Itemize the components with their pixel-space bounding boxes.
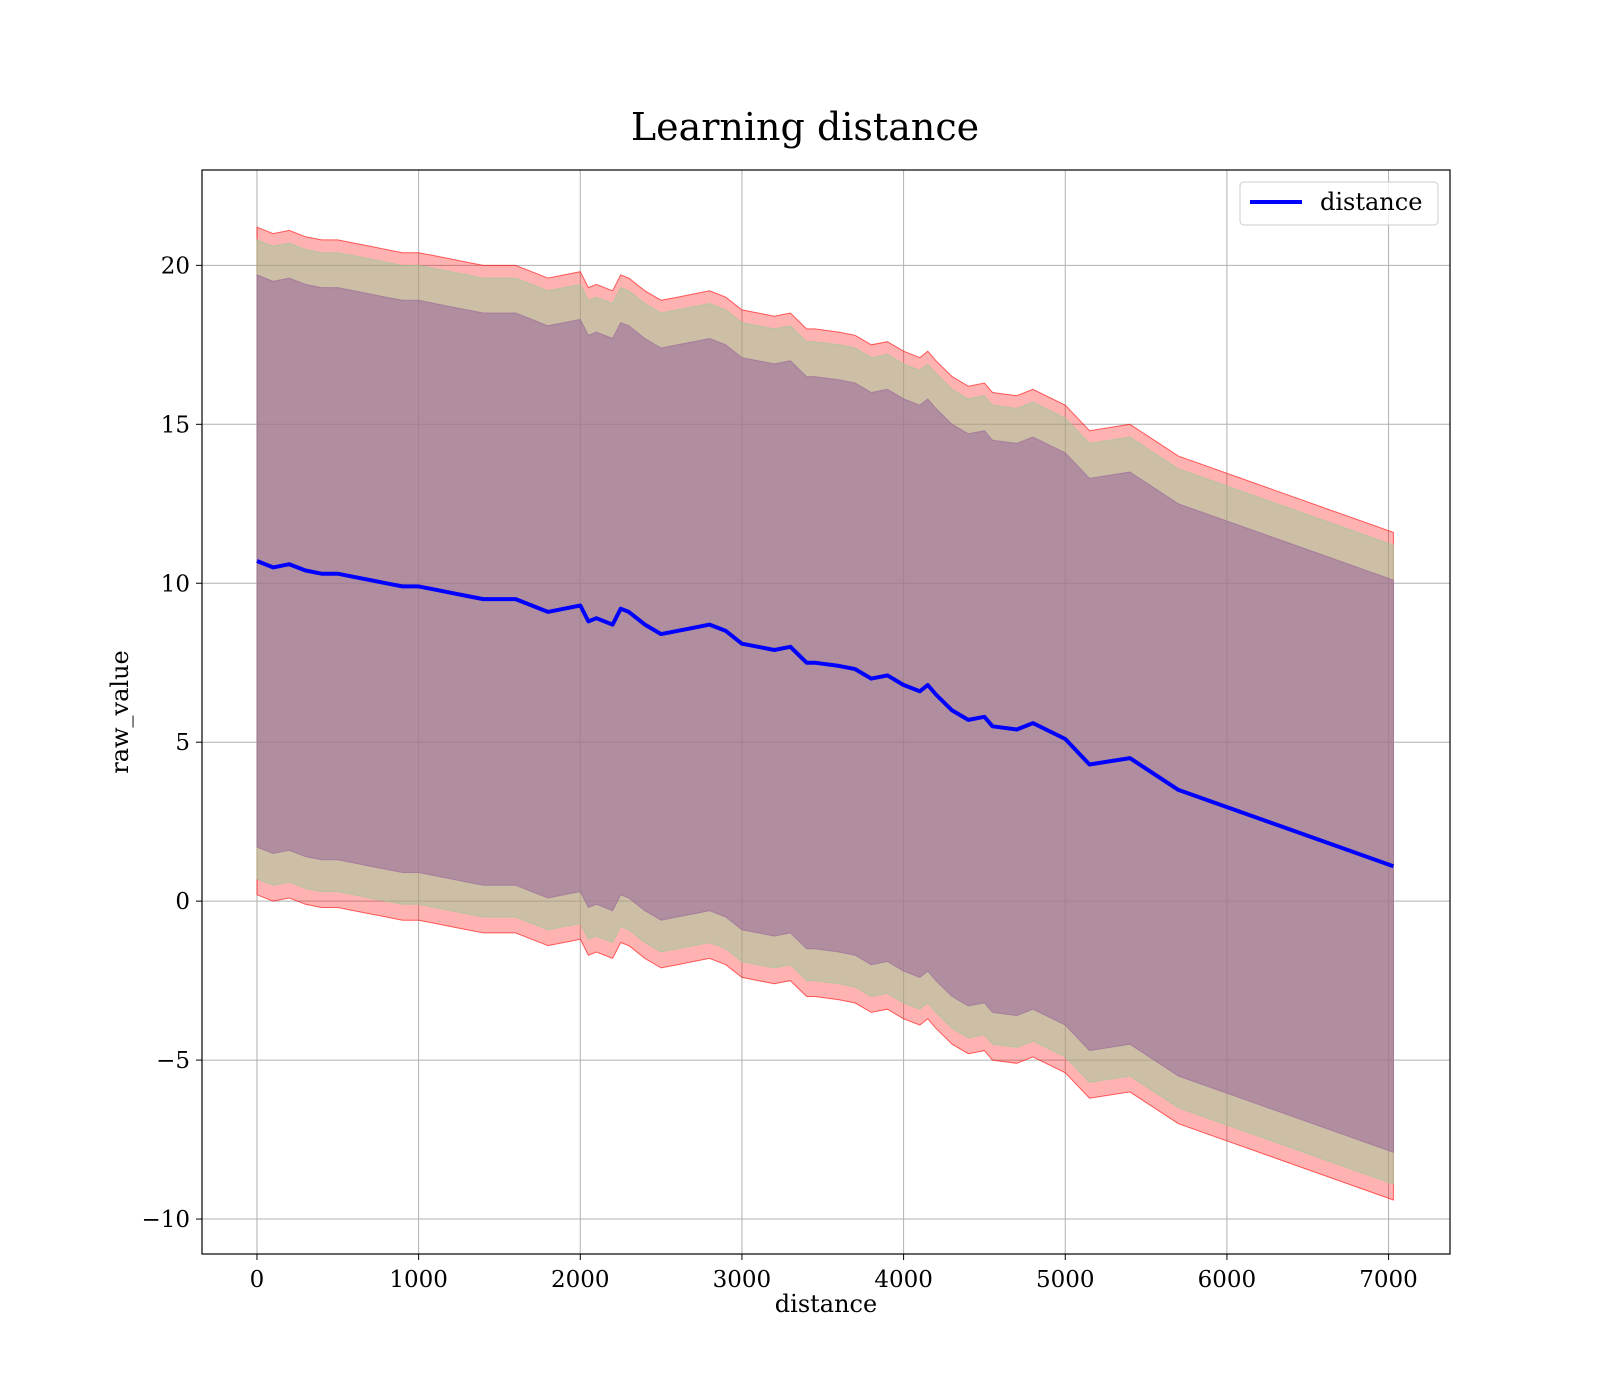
x-tick-label: 0 — [250, 1267, 265, 1293]
x-tick-label: 3000 — [713, 1267, 772, 1293]
y-tick-label: 10 — [161, 571, 190, 597]
y-axis-label: raw_value — [106, 650, 134, 774]
y-tick-label: 5 — [175, 730, 190, 756]
x-axis-label: distance — [775, 1290, 877, 1318]
series-lines — [256, 559, 1395, 869]
x-tick-label: 4000 — [874, 1267, 933, 1293]
x-tick-label: 6000 — [1198, 1267, 1257, 1293]
y-axis: −10 −5 0 5 10 15 20 — [141, 253, 202, 1233]
band-inner — [256, 274, 1394, 1154]
y-tick-label: 15 — [161, 412, 190, 438]
x-tick-label: 7000 — [1359, 1267, 1418, 1293]
y-tick-label: −10 — [141, 1207, 190, 1233]
x-tick-label: 1000 — [389, 1267, 448, 1293]
plot-area — [201, 169, 1451, 1255]
x-tick-label: 5000 — [1036, 1267, 1095, 1293]
y-tick-label: −5 — [156, 1048, 190, 1074]
series-line-distance — [256, 559, 1395, 869]
chart-title: Learning distance — [631, 105, 979, 149]
x-tick-label: 2000 — [551, 1267, 610, 1293]
y-tick-label: 0 — [175, 889, 190, 915]
plot-frame — [201, 169, 1451, 1255]
x-axis: 0 1000 2000 3000 4000 5000 6000 7000 — [250, 1254, 1418, 1293]
confidence-bands — [256, 226, 1394, 1201]
legend: distance — [1239, 181, 1439, 226]
legend-label-distance: distance — [1320, 188, 1422, 216]
y-tick-label: 20 — [161, 253, 190, 279]
legend-box — [1239, 181, 1439, 226]
